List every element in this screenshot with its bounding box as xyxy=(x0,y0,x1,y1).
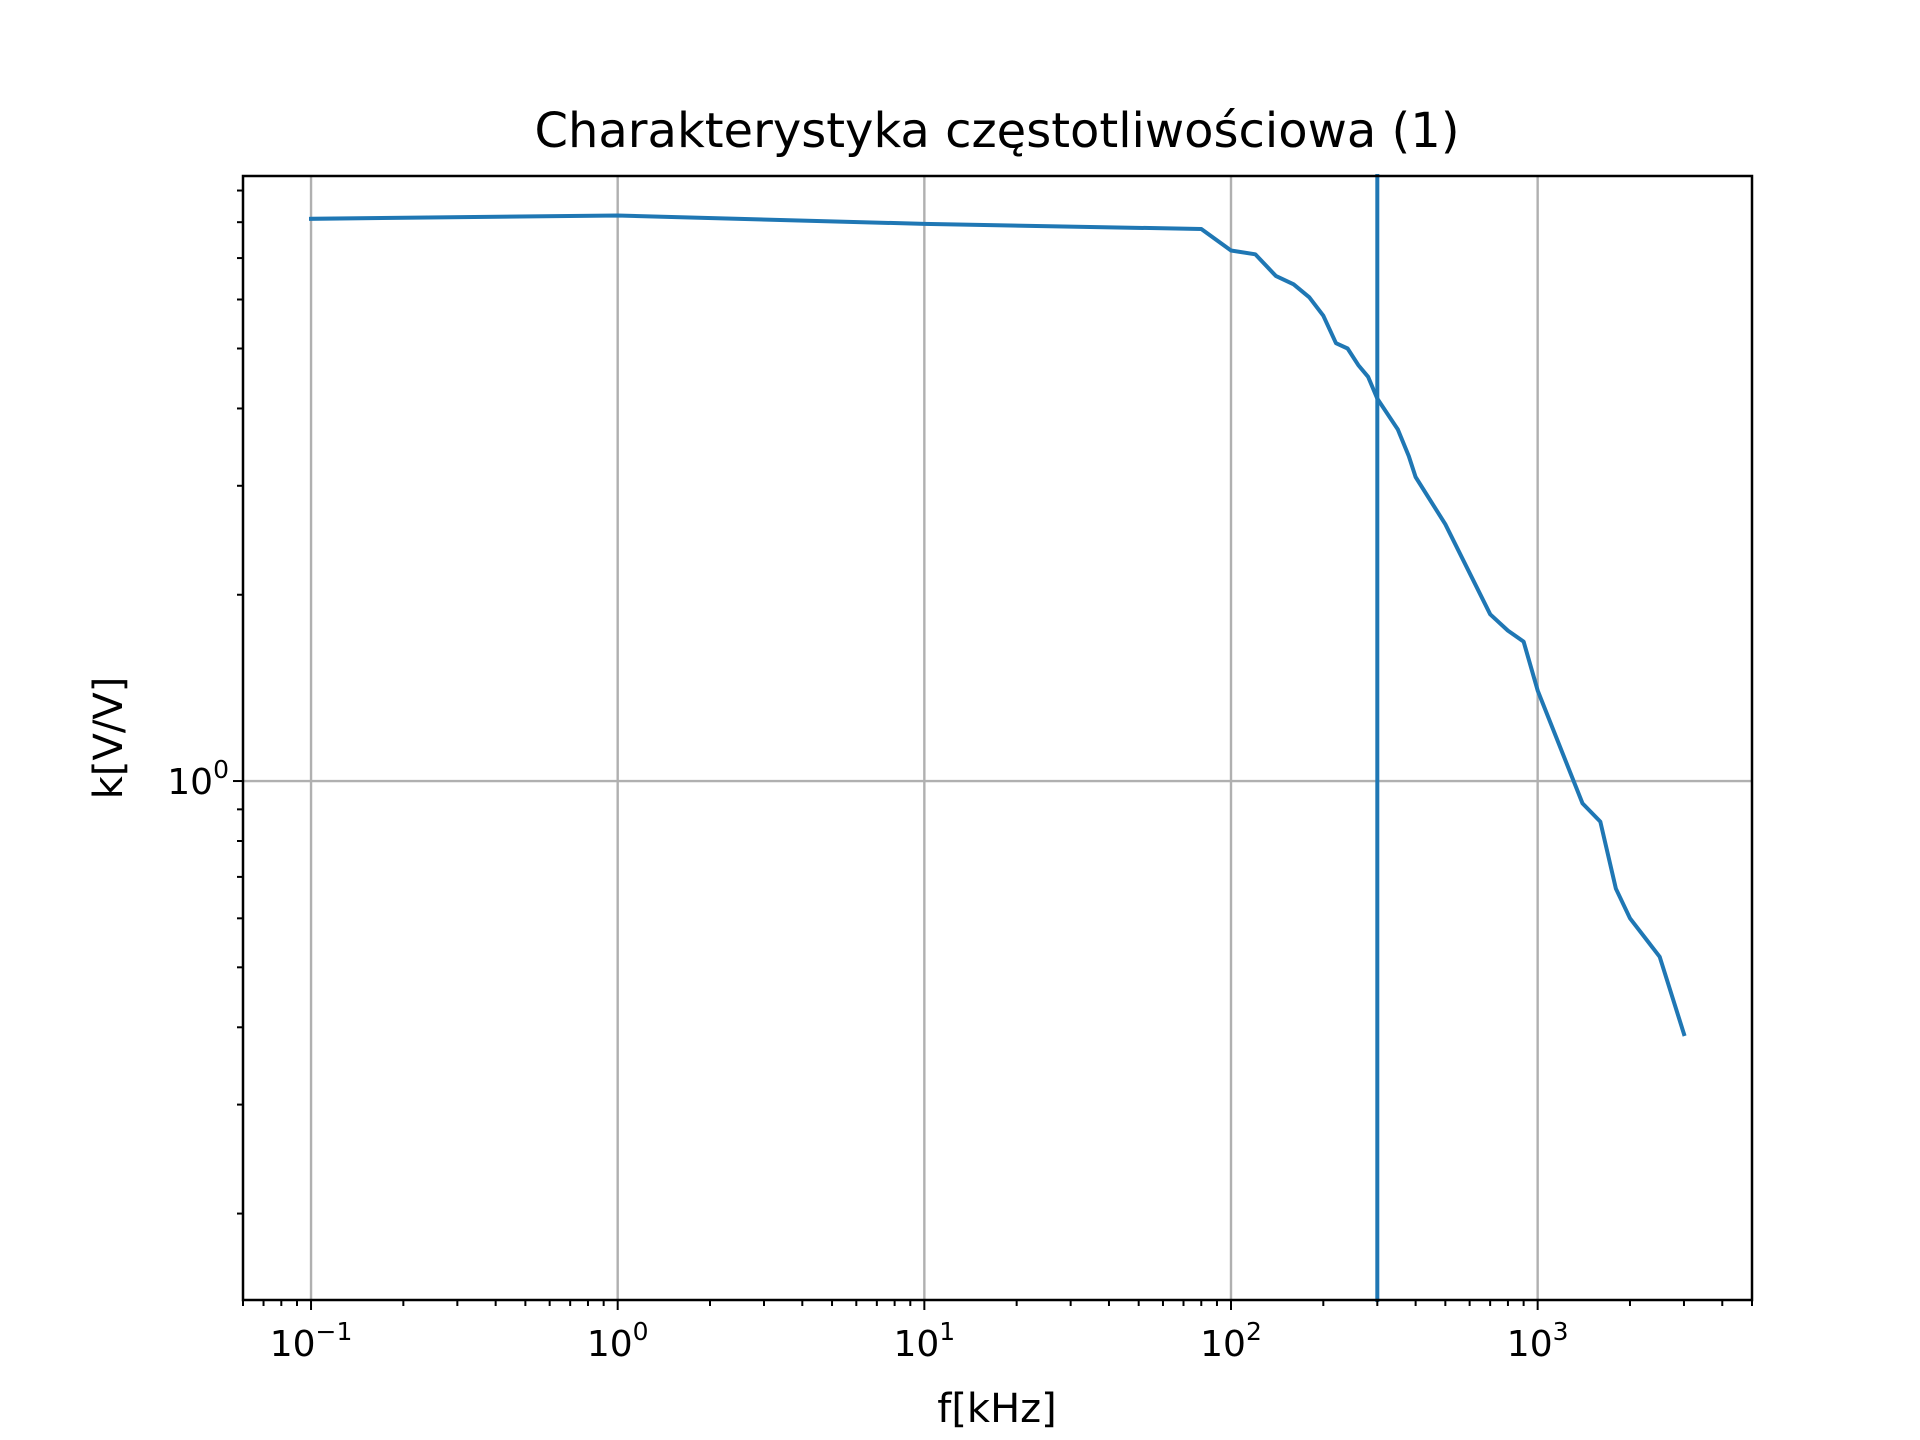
x-tick-label: 101 xyxy=(893,1317,955,1365)
x-axis-label: f[kHz] xyxy=(937,1386,1057,1432)
plot-frame xyxy=(241,174,1754,1302)
chart-title: Charakterystyka częstotliwościowa (1) xyxy=(534,103,1459,159)
axis-ticks: 10−1 100 101 102 103 100 xyxy=(167,189,1753,1365)
x-tick-label: 10−1 xyxy=(270,1317,353,1365)
series-layer xyxy=(308,174,1687,1302)
grid-lines xyxy=(243,176,1752,1300)
y-tick-label: 100 xyxy=(167,755,229,803)
x-tick-label: 100 xyxy=(587,1317,649,1365)
x-tick-label: 102 xyxy=(1200,1317,1262,1365)
x-tick-label: 103 xyxy=(1507,1317,1569,1365)
series-line xyxy=(308,213,1687,1037)
y-axis-label: k[V/V] xyxy=(86,677,132,800)
